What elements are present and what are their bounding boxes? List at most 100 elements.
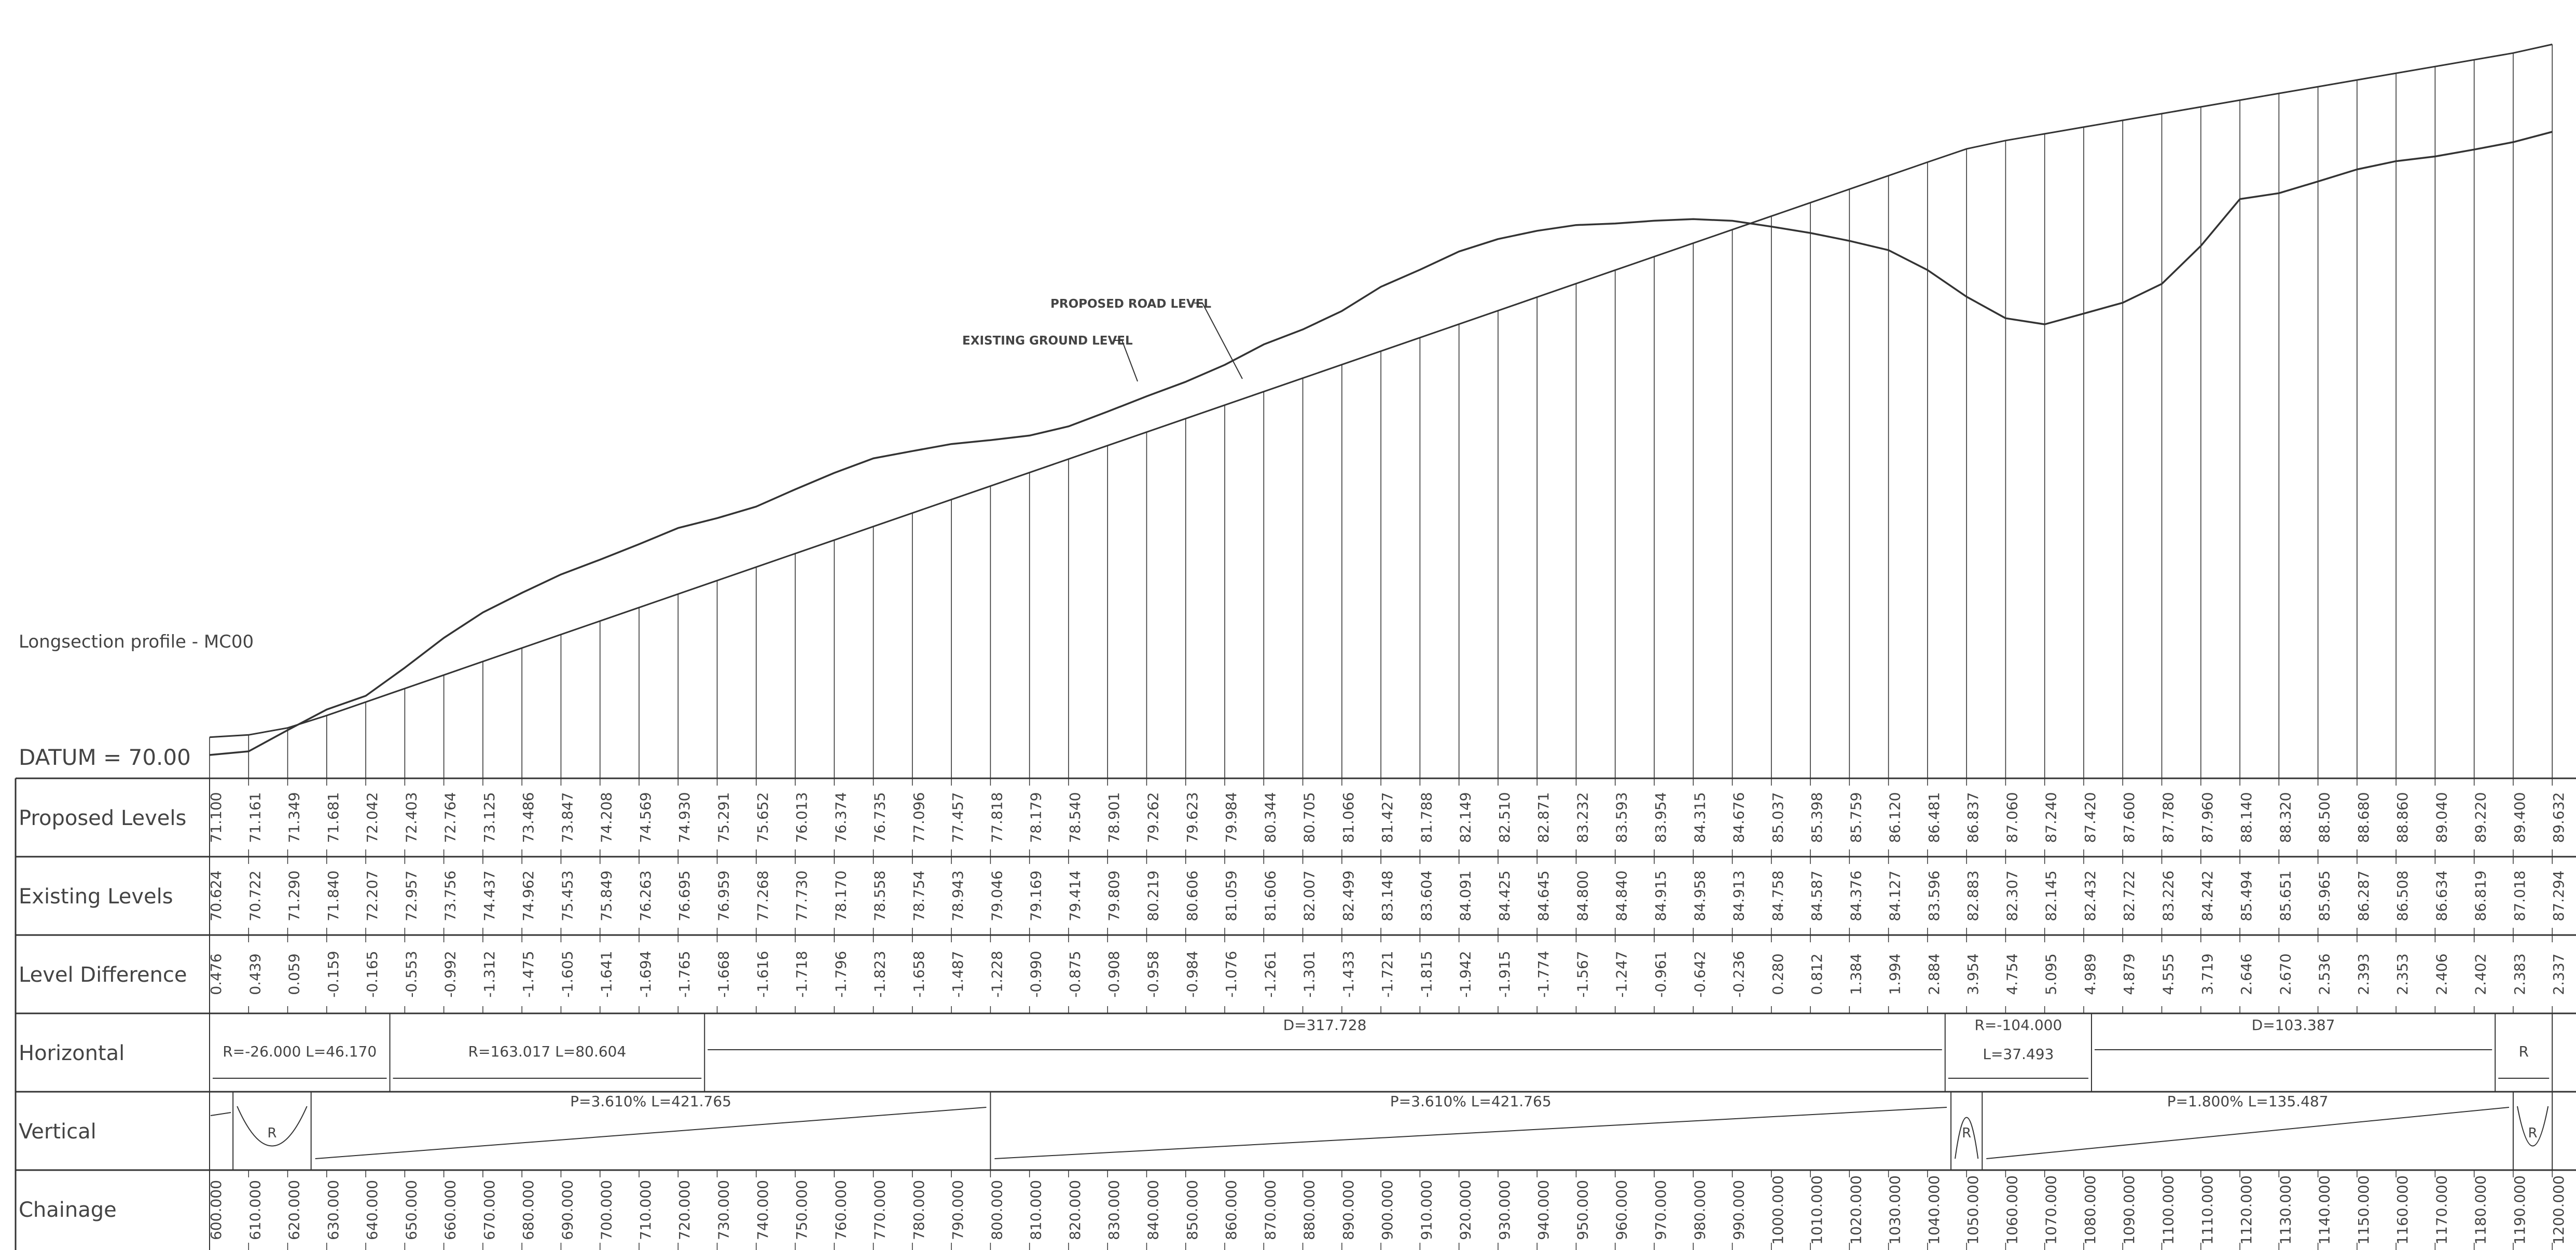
level-difference-value: -1.567 xyxy=(1574,951,1591,997)
proposed-level-value: 72.042 xyxy=(364,792,381,843)
row-labels: Proposed Levels Existing Levels Level Di… xyxy=(19,806,187,1222)
chainage-value: 720.000 xyxy=(676,1180,693,1240)
level-difference-value: -0.875 xyxy=(1067,951,1084,997)
existing-level-value: 78.754 xyxy=(910,871,927,922)
existing-level-value: 82.145 xyxy=(2043,871,2060,922)
existing-level-value: 71.840 xyxy=(325,871,342,922)
proposed-level-value: 87.600 xyxy=(2121,792,2138,843)
level-difference-value: -1.658 xyxy=(910,951,927,997)
chainage-value: 900.000 xyxy=(1379,1180,1396,1240)
chainage-value: 890.000 xyxy=(1340,1180,1357,1240)
level-difference-value: 4.989 xyxy=(2082,953,2099,995)
chainage-value: 950.000 xyxy=(1574,1180,1591,1240)
level-difference-value: 2.536 xyxy=(2316,953,2333,995)
existing-level-value: 87.294 xyxy=(2550,871,2567,922)
proposed-level-value: 79.984 xyxy=(1223,792,1240,843)
chainage-value: 1180.000 xyxy=(2472,1175,2489,1245)
chainage-value: 940.000 xyxy=(1535,1180,1552,1240)
vertical-curve-shape xyxy=(237,1106,308,1147)
proposed-level-value: 77.818 xyxy=(988,792,1005,843)
chainage-value: 800.000 xyxy=(988,1180,1005,1240)
existing-level-value: 86.634 xyxy=(2433,871,2450,922)
proposed-level-value: 71.681 xyxy=(325,792,342,843)
chainage-value: 660.000 xyxy=(442,1180,459,1240)
proposed-level-value: 86.481 xyxy=(1926,792,1943,843)
proposed-level-value: 76.735 xyxy=(871,792,889,843)
level-difference-value: -0.165 xyxy=(364,951,381,997)
level-difference-value: -0.159 xyxy=(325,951,342,997)
level-difference-value: -0.958 xyxy=(1144,951,1161,997)
chainage-value: 680.000 xyxy=(520,1180,537,1240)
row-label-difference: Level Difference xyxy=(19,963,187,987)
existing-level-value: 81.059 xyxy=(1223,871,1240,922)
existing-level-value: 83.596 xyxy=(1926,871,1943,922)
existing-level-value: 75.453 xyxy=(559,871,576,922)
level-difference-value: -0.553 xyxy=(403,951,420,997)
existing-level-value: 71.290 xyxy=(286,871,303,922)
existing-level-value: 77.730 xyxy=(793,871,810,922)
level-difference-value: 3.719 xyxy=(2199,953,2216,995)
level-difference-value: 0.059 xyxy=(286,953,303,995)
level-difference-value: -1.694 xyxy=(637,951,654,997)
proposed-level-value: 88.140 xyxy=(2238,792,2255,843)
existing-level-value: 74.437 xyxy=(481,871,498,922)
existing-level-value: 78.170 xyxy=(832,871,849,922)
proposed-level-value: 82.871 xyxy=(1535,792,1552,843)
chainage-value: 710.000 xyxy=(637,1180,654,1240)
chainage-value: 730.000 xyxy=(715,1180,732,1240)
proposed-road-level-line xyxy=(209,44,2553,738)
chainage-value: 1120.000 xyxy=(2238,1175,2255,1245)
chainage-value: 1010.000 xyxy=(1808,1175,1825,1245)
proposed-level-value: 82.510 xyxy=(1496,792,1513,843)
chainage-value: 980.000 xyxy=(1691,1180,1708,1240)
chainage-value: 830.000 xyxy=(1105,1180,1123,1240)
existing-level-value: 83.604 xyxy=(1418,871,1435,922)
level-difference-value: 2.353 xyxy=(2394,953,2411,995)
level-difference-value: 4.555 xyxy=(2160,953,2177,995)
level-difference-value: -1.605 xyxy=(559,951,576,997)
level-difference-value: -1.796 xyxy=(832,951,849,997)
chainage-value: 1100.000 xyxy=(2160,1175,2177,1245)
proposed-level-value: 89.040 xyxy=(2433,792,2450,843)
proposed-level-value: 77.096 xyxy=(910,792,927,843)
existing-level-value: 78.943 xyxy=(949,871,966,922)
horizontal-tangent-label: D=317.728 xyxy=(1283,1017,1367,1034)
chainage-value: 650.000 xyxy=(403,1180,420,1240)
level-difference-value: -0.642 xyxy=(1691,951,1708,997)
existing-level-value: 84.915 xyxy=(1652,871,1669,922)
vertical-grade-line xyxy=(994,1107,1947,1159)
existing-level-value: 82.307 xyxy=(2003,871,2020,922)
existing-level-value: 82.432 xyxy=(2082,871,2099,922)
proposed-level-value: 78.901 xyxy=(1105,792,1123,843)
existing-level-value: 84.840 xyxy=(1613,871,1630,922)
existing-level-value: 79.046 xyxy=(988,871,1005,922)
proposed-level-value: 88.500 xyxy=(2316,792,2333,843)
chainage-value: 1170.000 xyxy=(2433,1175,2450,1245)
level-difference-value: -1.301 xyxy=(1301,951,1318,997)
existing-level-value: 78.558 xyxy=(871,871,889,922)
proposed-level-value: 72.764 xyxy=(442,792,459,843)
proposed-level-value: 78.540 xyxy=(1067,792,1084,843)
vertical-grade-line xyxy=(1986,1107,2510,1159)
proposed-level-value: 85.759 xyxy=(1847,792,1864,843)
level-difference-value: -1.915 xyxy=(1496,951,1513,997)
proposed-level-value: 79.623 xyxy=(1184,792,1201,843)
proposed-level-value: 74.208 xyxy=(598,792,615,843)
horizontal-curve-label: R=-26.000 L=46.170 xyxy=(223,1043,377,1060)
chainage-value: 990.000 xyxy=(1730,1180,1748,1240)
proposed-level-value: 89.220 xyxy=(2472,792,2489,843)
existing-level-value: 82.883 xyxy=(1964,871,1982,922)
chainage-value: 820.000 xyxy=(1067,1180,1084,1240)
chainage-value: 1030.000 xyxy=(1887,1175,1904,1245)
proposed-level-value: 83.232 xyxy=(1574,792,1591,843)
proposed-level-value: 77.457 xyxy=(949,792,966,843)
row-label-existing: Existing Levels xyxy=(19,885,173,909)
proposed-level-value: 80.705 xyxy=(1301,792,1318,843)
proposed-level-value: 88.680 xyxy=(2355,792,2372,843)
level-difference-value: -0.908 xyxy=(1105,951,1123,997)
level-difference-value: -0.990 xyxy=(1028,951,1045,997)
chainage-value: 1050.000 xyxy=(1964,1175,1982,1245)
existing-level-value: 70.624 xyxy=(207,871,225,922)
chainage-value: 620.000 xyxy=(286,1180,303,1240)
